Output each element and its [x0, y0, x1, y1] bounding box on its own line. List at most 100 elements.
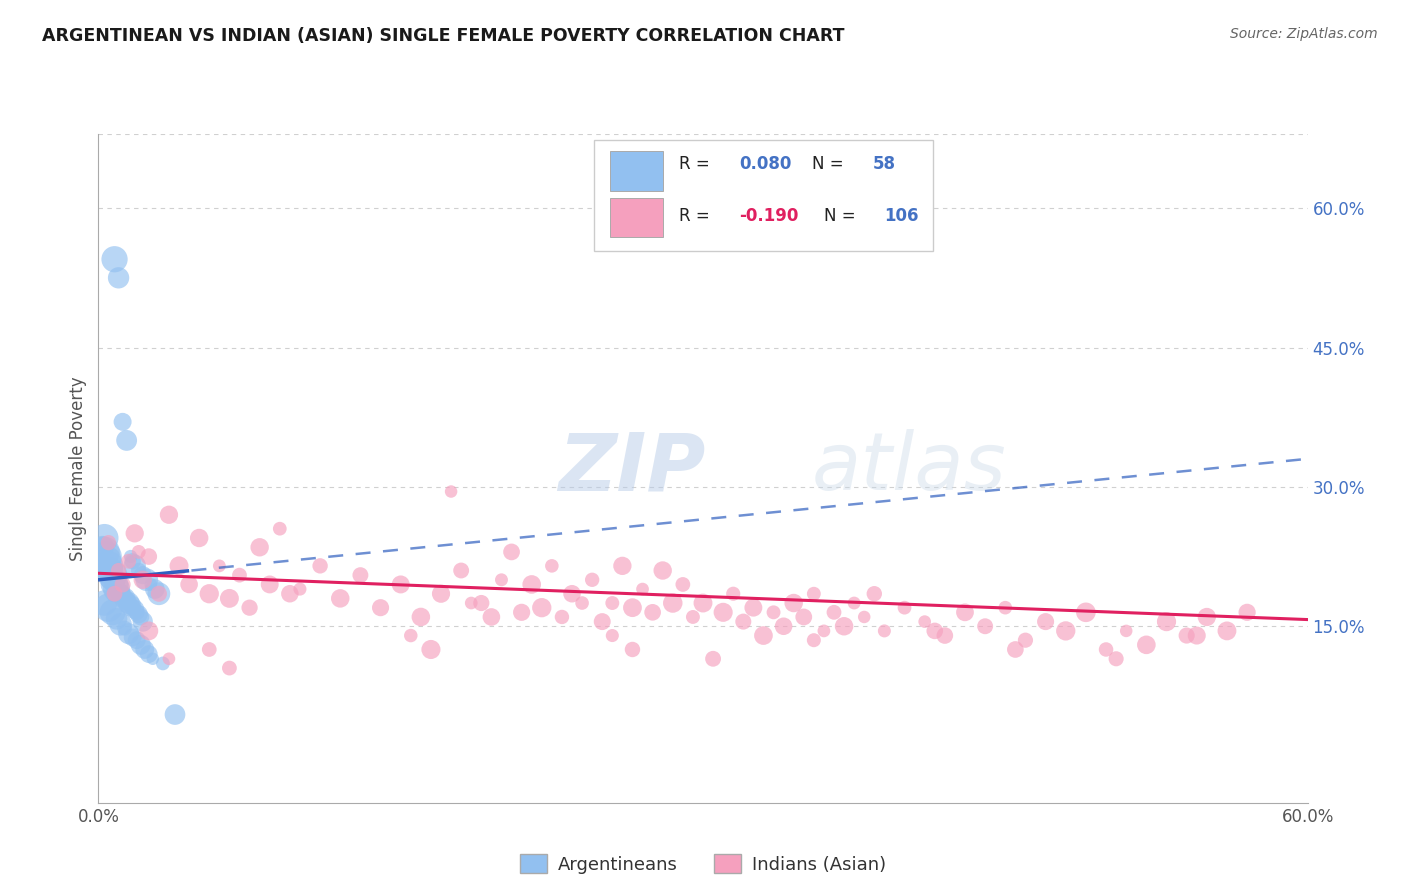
Point [1014, 633, 1036, 648]
Point [702, 652, 724, 666]
Point [1135, 638, 1157, 652]
Text: -0.190: -0.190 [740, 207, 799, 225]
Point [450, 564, 472, 578]
Point [823, 605, 845, 619]
Point [128, 607, 150, 622]
Point [105, 577, 128, 591]
Point [135, 573, 157, 587]
Point [129, 610, 152, 624]
FancyBboxPatch shape [595, 141, 932, 251]
Point [103, 587, 125, 601]
Point [97, 558, 120, 573]
Point [631, 582, 654, 596]
Point [138, 549, 160, 564]
Point [148, 587, 170, 601]
Point [118, 596, 141, 610]
Point [139, 577, 162, 591]
Point [813, 624, 835, 638]
Point [121, 554, 143, 568]
Point [157, 508, 180, 522]
Point [142, 652, 165, 666]
Point [329, 591, 352, 606]
Point [198, 587, 221, 601]
Point [571, 596, 593, 610]
Point [96, 554, 118, 568]
Point [1185, 629, 1208, 643]
Point [114, 591, 136, 606]
Point [118, 626, 141, 640]
Point [111, 590, 134, 604]
Point [409, 610, 432, 624]
Point [914, 615, 936, 629]
Point [621, 642, 644, 657]
Point [107, 270, 129, 285]
Point [125, 633, 148, 648]
Point [783, 596, 806, 610]
Point [115, 593, 138, 607]
Point [134, 642, 156, 657]
Point [208, 558, 231, 573]
Text: R =: R = [679, 155, 714, 173]
Point [118, 554, 141, 568]
Point [111, 415, 134, 429]
Point [541, 558, 564, 573]
Point [612, 558, 634, 573]
Text: 106: 106 [884, 207, 920, 225]
Point [129, 638, 152, 652]
Point [228, 568, 250, 582]
Point [602, 596, 624, 610]
Point [110, 587, 132, 601]
Point [121, 631, 143, 645]
Point [1216, 624, 1239, 638]
Point [148, 587, 170, 601]
Point [641, 605, 664, 619]
Point [138, 647, 160, 661]
Point [863, 587, 886, 601]
Point [269, 522, 291, 536]
Point [107, 564, 129, 578]
Point [103, 252, 125, 267]
Point [124, 602, 146, 616]
Point [733, 615, 755, 629]
Point [844, 596, 866, 610]
Point [501, 545, 523, 559]
Point [132, 615, 155, 629]
Point [239, 600, 262, 615]
Point [591, 615, 613, 629]
Point [561, 587, 583, 601]
Point [481, 610, 503, 624]
Point [621, 600, 644, 615]
Point [1004, 642, 1026, 657]
Point [103, 573, 125, 587]
Point [873, 624, 896, 638]
Point [110, 587, 132, 601]
Point [114, 591, 136, 606]
Point [389, 577, 412, 591]
Point [832, 619, 855, 633]
Point [124, 526, 146, 541]
Text: N =: N = [824, 207, 860, 225]
Point [682, 610, 704, 624]
Text: Source: ZipAtlas.com: Source: ZipAtlas.com [1230, 27, 1378, 41]
Point [470, 596, 492, 610]
Point [934, 629, 956, 643]
Point [93, 545, 115, 559]
Point [893, 600, 915, 615]
Point [132, 573, 155, 587]
Text: 0.080: 0.080 [740, 155, 792, 173]
Text: ZIP: ZIP [558, 429, 706, 508]
Point [111, 577, 134, 591]
Point [121, 600, 143, 615]
Point [114, 621, 136, 635]
Point [460, 596, 482, 610]
Point [772, 619, 794, 633]
Point [132, 568, 155, 582]
Point [288, 582, 311, 596]
Point [762, 605, 785, 619]
Point [1054, 624, 1077, 638]
Point [520, 577, 543, 591]
Point [1175, 629, 1198, 643]
Point [278, 587, 301, 601]
Point [143, 582, 166, 596]
Point [110, 617, 132, 632]
